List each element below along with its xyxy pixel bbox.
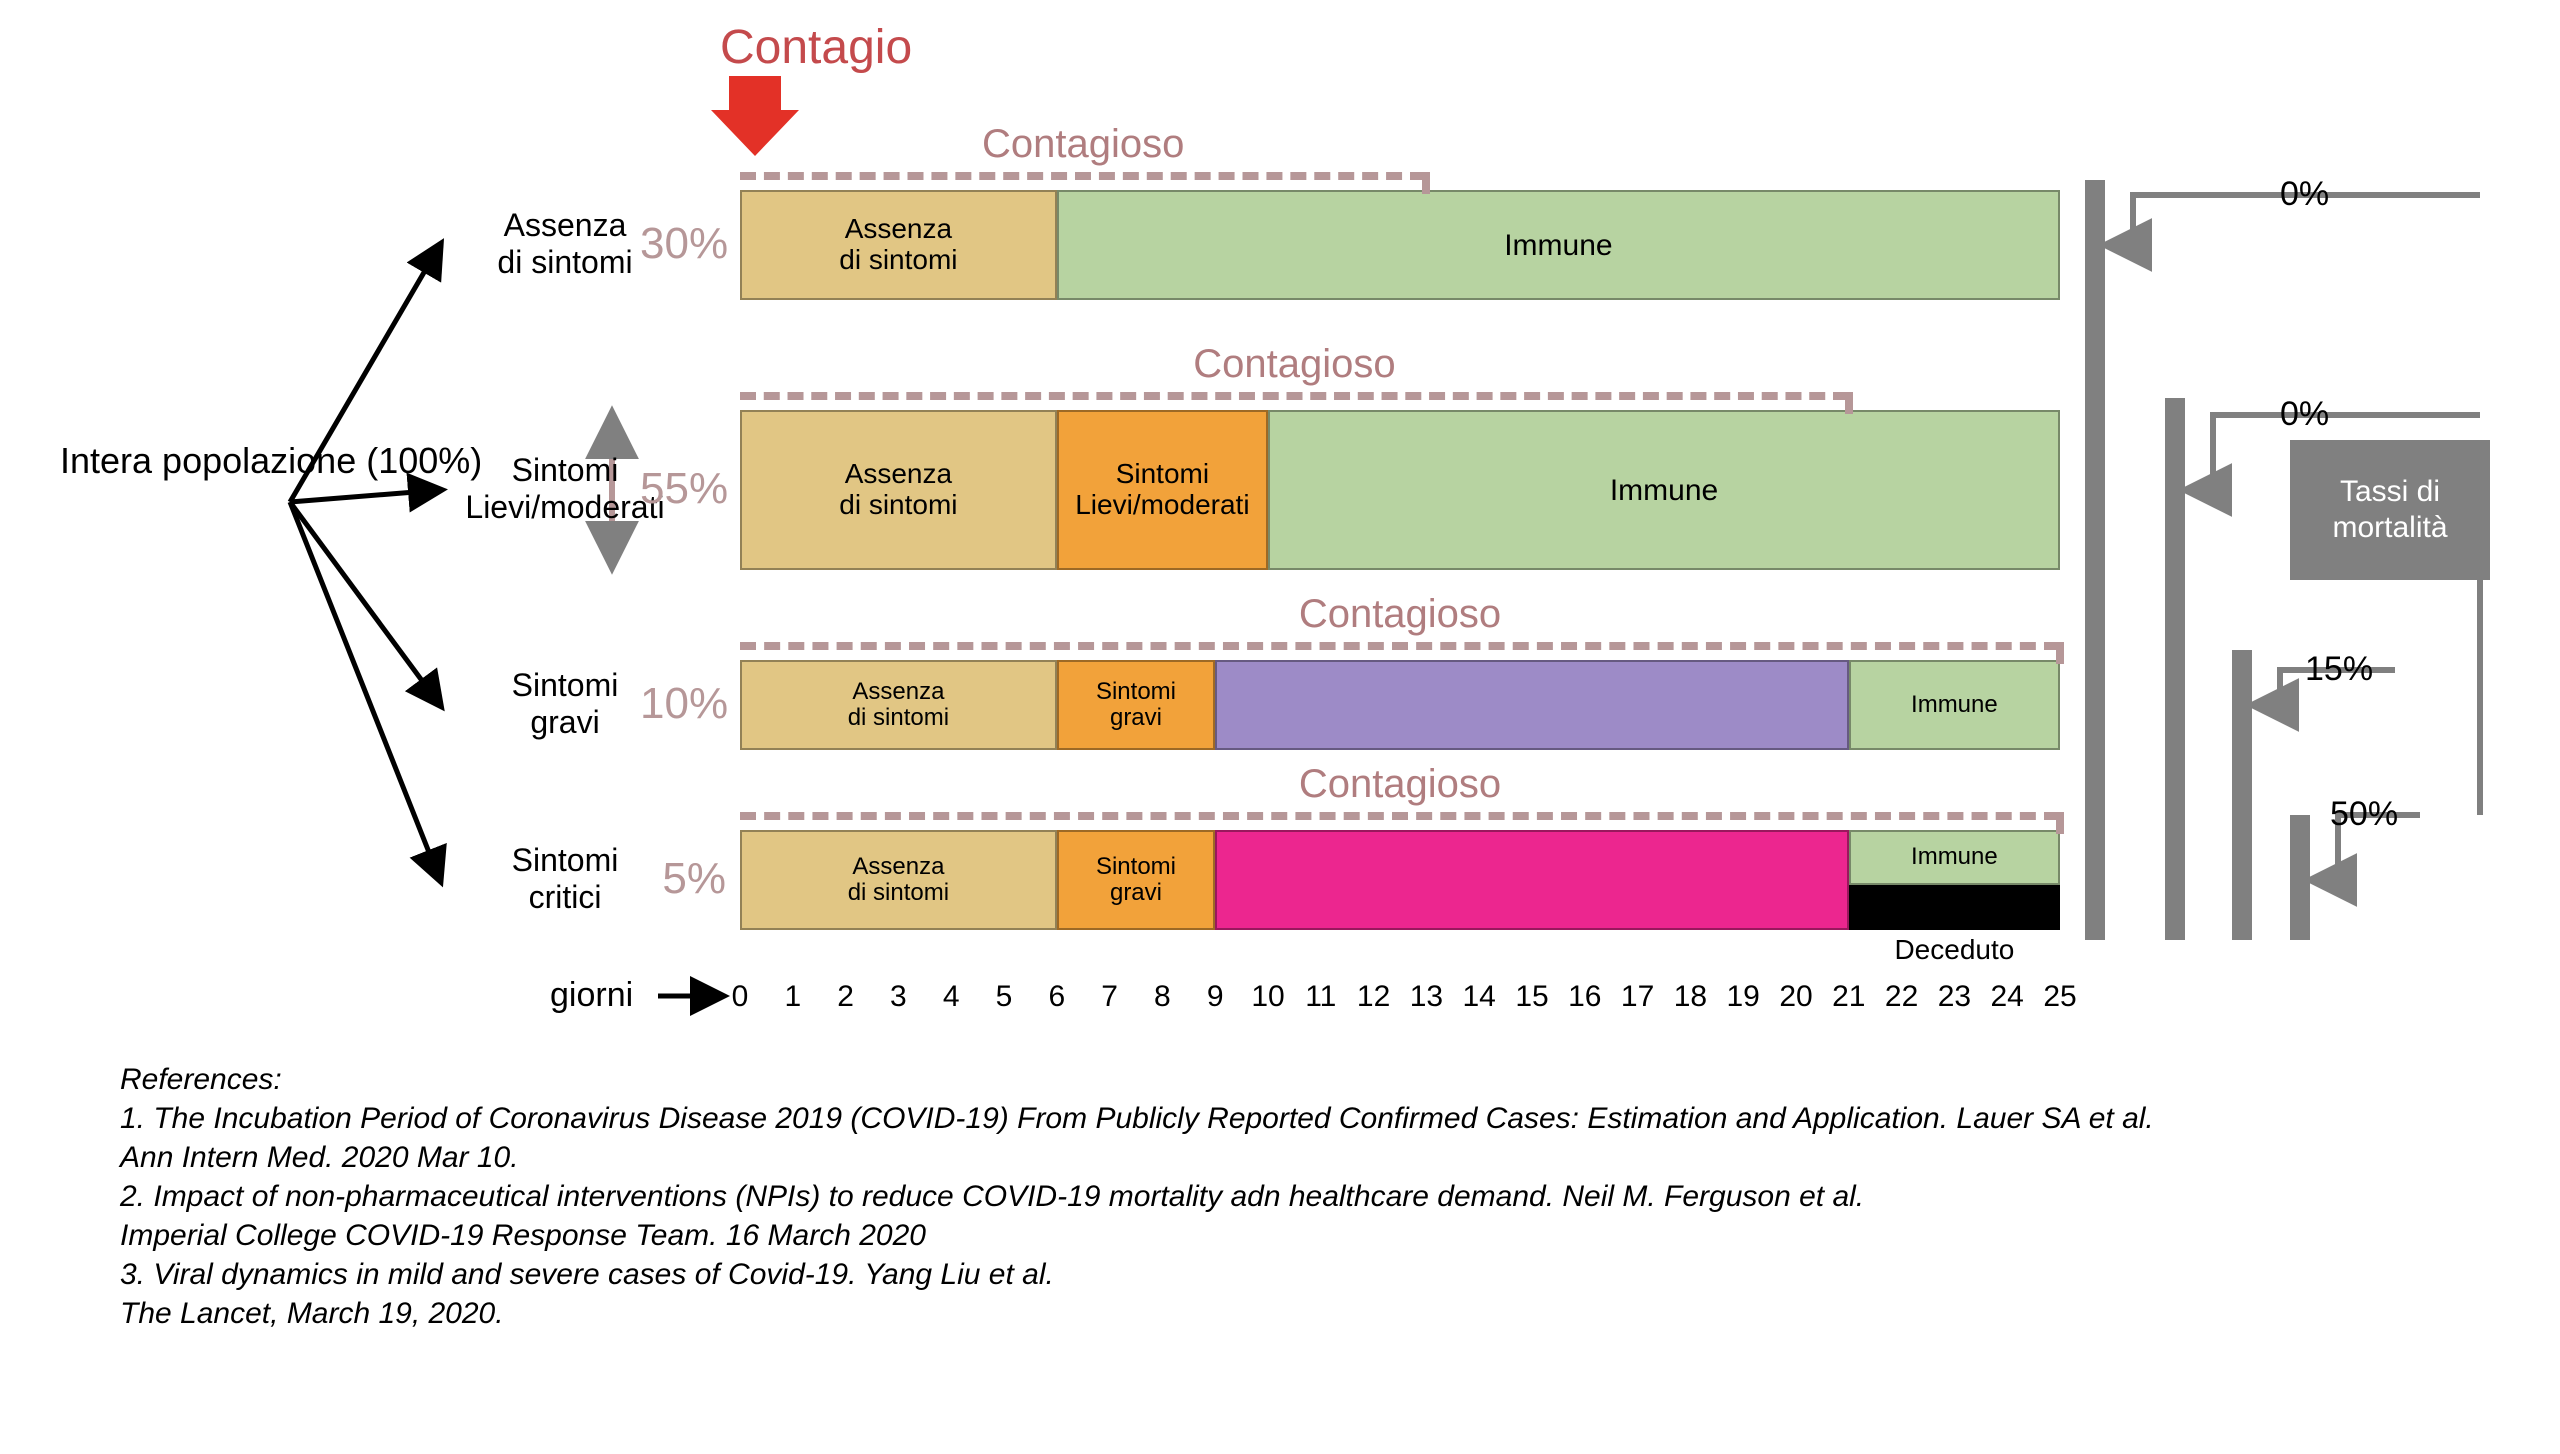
segment-label: Immune (1610, 474, 1718, 507)
mortality-scale-bar (2232, 650, 2252, 940)
timeline-segment: Immune (1849, 660, 2060, 750)
axis-tick: 17 (1621, 980, 1654, 1014)
axis-tick: 21 (1832, 980, 1865, 1014)
axis-tick: 24 (1991, 980, 2024, 1014)
row-percent: 55% (640, 464, 726, 514)
timeline-segment: Assenza di sintomi (740, 830, 1057, 930)
segment-label: Assenza di sintomi (848, 854, 949, 907)
mortality-scale-bar (2085, 180, 2105, 940)
segment-label: Immune (1504, 229, 1612, 262)
timeline-segment: Immune (1849, 830, 2060, 885)
reference-line: The Lancet, March 19, 2020. (120, 1294, 2500, 1333)
axis-tick: 22 (1885, 980, 1918, 1014)
reference-line: Ann Intern Med. 2020 Mar 10. (120, 1138, 2500, 1177)
timeline-segment: Sintomi Lievi/moderati (1057, 410, 1268, 570)
mortality-scale-bar (2290, 815, 2310, 940)
axis-tick: 25 (2043, 980, 2076, 1014)
timeline-segment: Sintomi gravi (1057, 830, 1215, 930)
axis-tick: 2 (837, 980, 854, 1014)
row-percent: 10% (640, 679, 726, 729)
segment-label: Immune (1911, 692, 1998, 718)
segment-label: Sintomi gravi (1096, 854, 1176, 907)
mortality-scale-bar (2165, 398, 2185, 940)
segment-label: Assenza di sintomi (839, 459, 957, 521)
axis-tick: 8 (1154, 980, 1171, 1014)
references-header: References: (120, 1060, 2500, 1099)
segment-label: Immune (1911, 844, 1998, 870)
reference-line: 1. The Incubation Period of Coronavirus … (120, 1099, 2500, 1138)
axis-tick: 0 (732, 980, 749, 1014)
axis-tick: 15 (1515, 980, 1548, 1014)
segment-label: Sintomi Lievi/moderati (1075, 459, 1249, 521)
contagious-label: Contagioso (1260, 762, 1540, 807)
timeline-segment (1849, 885, 2060, 930)
contagious-label: Contagioso (943, 122, 1223, 167)
axis-tick: 12 (1357, 980, 1390, 1014)
segment-label: Assenza di sintomi (839, 214, 957, 276)
deceduto-label: Deceduto (1849, 934, 2060, 966)
axis-tick: 10 (1251, 980, 1284, 1014)
reference-line: 3. Viral dynamics in mild and severe cas… (120, 1255, 2500, 1294)
reference-line: 2. Impact of non-pharmaceutical interven… (120, 1177, 2500, 1216)
axis-tick: 19 (1727, 980, 1760, 1014)
axis-tick: 20 (1779, 980, 1812, 1014)
references-block: References: 1. The Incubation Period of … (120, 1060, 2500, 1333)
axis-tick: 1 (784, 980, 801, 1014)
axis-tick: 23 (1938, 980, 1971, 1014)
timeline-segment: Immune (1057, 190, 2060, 300)
axis-tick: 3 (890, 980, 907, 1014)
timeline-segment: Immune (1268, 410, 2060, 570)
timeline-segment: Sintomi gravi (1057, 660, 1215, 750)
mortality-percent: 0% (2280, 175, 2329, 214)
reference-line: Imperial College COVID-19 Response Team.… (120, 1216, 2500, 1255)
contagious-label: Contagioso (1260, 592, 1540, 637)
mortality-percent: 0% (2280, 395, 2329, 434)
segment-label: Sintomi gravi (1096, 679, 1176, 732)
axis-tick: 4 (943, 980, 960, 1014)
axis-tick: 14 (1463, 980, 1496, 1014)
timeline-segment (1215, 660, 1849, 750)
axis-tick: 18 (1674, 980, 1707, 1014)
axis-tick: 5 (996, 980, 1013, 1014)
population-label: Intera popolazione (100%) (60, 440, 482, 481)
mortality-percent: 50% (2330, 795, 2398, 834)
axis-tick: 6 (1048, 980, 1065, 1014)
mortality-percent: 15% (2305, 650, 2373, 689)
timeline-segment: Assenza di sintomi (740, 660, 1057, 750)
mortality-box: Tassi di mortalità (2290, 440, 2490, 580)
row-percent: 5% (640, 854, 726, 904)
segment-label: Assenza di sintomi (848, 679, 949, 732)
timeline-segment: Assenza di sintomi (740, 410, 1057, 570)
axis-label: giorni (550, 976, 633, 1015)
axis-tick: 7 (1101, 980, 1118, 1014)
axis-tick: 16 (1568, 980, 1601, 1014)
axis-tick: 13 (1410, 980, 1443, 1014)
timeline-segment: Assenza di sintomi (740, 190, 1057, 300)
contagio-title: Contagio (720, 20, 912, 75)
axis-tick: 11 (1305, 980, 1336, 1014)
contagious-label: Contagioso (1154, 342, 1434, 387)
timeline-segment (1215, 830, 1849, 930)
axis-tick: 9 (1207, 980, 1224, 1014)
row-percent: 30% (640, 219, 726, 269)
